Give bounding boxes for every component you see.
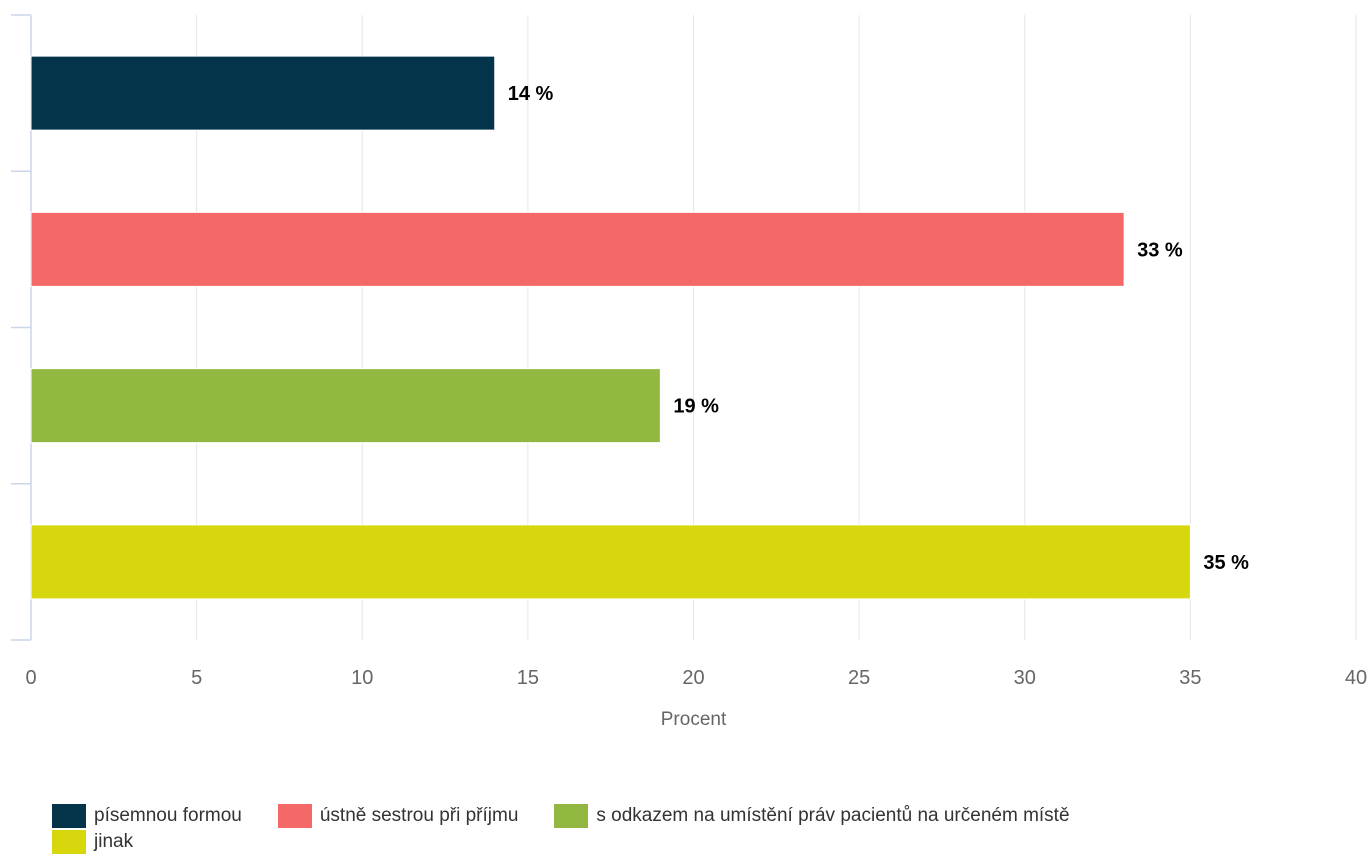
legend-label: písemnou formou: [94, 805, 242, 826]
data-label: 35 %: [1203, 552, 1249, 574]
x-tick-label: 10: [351, 667, 373, 689]
data-label: 14 %: [508, 83, 554, 105]
x-tick-label: 15: [517, 667, 539, 689]
data-label: 19 %: [673, 396, 719, 418]
x-tick-label: 40: [1345, 667, 1367, 689]
x-axis-title: Procent: [661, 709, 727, 730]
legend-swatch: [554, 804, 589, 828]
legend-item-ustne-sestrou[interactable]: ústně sestrou při příjmu: [277, 804, 519, 828]
x-tick-label: 0: [25, 667, 36, 689]
legend-row: písemnou formou ústně sestrou při příjmu…: [52, 803, 1352, 829]
legend-swatch: [277, 804, 312, 828]
legend-label: jinak: [94, 831, 134, 852]
x-tick-label: 20: [682, 667, 704, 689]
legend-item-pisemnou-formou[interactable]: písemnou formou: [52, 804, 242, 828]
legend-item-jinak[interactable]: jinak: [52, 830, 133, 854]
bar: [30, 368, 661, 444]
legend-swatch: [52, 804, 86, 828]
x-tick-label: 5: [191, 667, 202, 689]
bar: [30, 211, 1125, 287]
legend: písemnou formou ústně sestrou při příjmu…: [52, 803, 1352, 855]
legend-swatch: [52, 830, 86, 854]
x-tick-label: 25: [848, 667, 870, 689]
legend-label: s odkazem na umístění práv pacientů na u…: [596, 805, 1070, 826]
legend-label: ústně sestrou při příjmu: [319, 805, 519, 826]
chart-svg: 14 % 33 % 19 % 35 % 0 5 10 15 20 25 30 35 40 Procent: [11, 14, 1367, 730]
x-tick-label: 30: [1014, 667, 1036, 689]
legend-row: jinak: [52, 829, 1352, 855]
data-label: 33 %: [1137, 239, 1183, 261]
x-tick-label: 35: [1179, 667, 1201, 689]
legend-item-s-odkazem[interactable]: s odkazem na umístění práv pacientů na u…: [554, 804, 1070, 828]
bar: [30, 524, 1191, 600]
bar: [30, 55, 496, 131]
